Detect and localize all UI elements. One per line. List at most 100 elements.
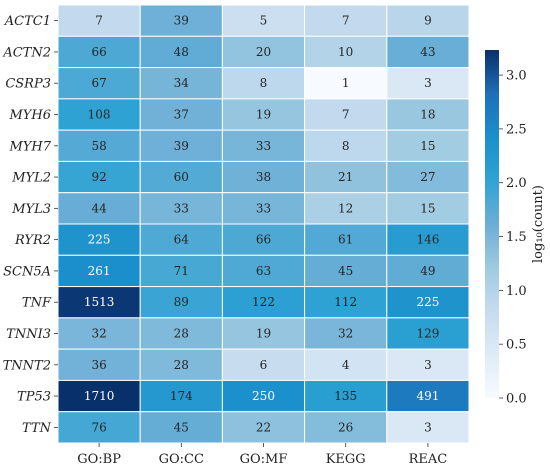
column-label: GO:BP <box>77 452 121 467</box>
heatmap-cell <box>386 35 470 69</box>
cell-value-label: 45 <box>174 420 189 434</box>
heatmap-cell <box>304 286 388 319</box>
column-label: GO:MF <box>240 452 288 467</box>
cell-value-label: 39 <box>174 139 189 153</box>
row-label: MYL2 <box>11 171 51 186</box>
heatmap-cell <box>386 223 470 256</box>
colorbar-tick-label: 2.5 <box>506 122 527 137</box>
cell-value-label: 49 <box>420 264 435 278</box>
cell-value-label: 28 <box>174 327 189 341</box>
row-label: MYH6 <box>8 108 51 123</box>
heatmap-cell <box>57 286 141 319</box>
cell-value-label: 7 <box>342 14 350 28</box>
cell-value-label: 129 <box>416 327 439 341</box>
heatmap-cell <box>57 4 141 37</box>
cell-value-label: 20 <box>256 45 271 59</box>
cell-value-label: 32 <box>91 327 106 341</box>
cell-value-label: 5 <box>260 14 268 28</box>
cell-value-label: 43 <box>420 45 435 59</box>
cell-value-label: 18 <box>420 108 435 122</box>
heatmap-cell <box>304 348 388 381</box>
cell-value-label: 44 <box>91 201 107 215</box>
cell-value-label: 12 <box>338 201 353 215</box>
row-label: TNNI3 <box>6 327 51 342</box>
cell-value-label: 33 <box>256 139 271 153</box>
cell-value-label: 27 <box>420 170 435 184</box>
cell-value-label: 225 <box>88 233 111 247</box>
cell-value-label: 58 <box>91 139 106 153</box>
heatmap-cell <box>139 286 223 319</box>
cell-value-label: 33 <box>256 201 271 215</box>
cell-value-label: 66 <box>91 45 106 59</box>
cell-value-label: 108 <box>88 108 111 122</box>
heatmap-cell <box>221 254 306 288</box>
cell-value-label: 76 <box>91 420 106 434</box>
cell-value-label: 67 <box>91 76 106 90</box>
cell-value-label: 15 <box>420 139 435 153</box>
heatmap-cell <box>57 223 141 256</box>
row-labels: ACTC1 ACTN2 CSRP3 MYH6 MYH7 MYL2 MYL3 RYR2 SCN5A… <box>2 14 58 436</box>
heatmap-cell <box>139 129 223 162</box>
cell-value-label: 37 <box>174 108 189 122</box>
cell-value-label: 61 <box>338 233 353 247</box>
cell-value-label: 26 <box>338 420 353 434</box>
cell-value-label: 36 <box>91 358 106 372</box>
cell-value-label: 21 <box>338 170 353 184</box>
heatmap-cell <box>221 160 306 194</box>
cell-value-label: 19 <box>256 108 271 122</box>
heatmap-cell <box>57 129 141 162</box>
cell-value-label: 7 <box>95 14 103 28</box>
heatmap-cell <box>57 411 141 444</box>
heatmap-cell <box>304 223 388 256</box>
row-label: MYH7 <box>8 139 51 154</box>
cell-value-label: 225 <box>416 295 439 309</box>
colorbar-tick-label: 0.0 <box>506 392 527 407</box>
cell-value-label: 34 <box>174 76 190 90</box>
heatmap-cell <box>386 379 470 413</box>
cell-value-label: 261 <box>88 264 111 278</box>
row-label: ACTN2 <box>2 45 51 60</box>
row-label: CSRP3 <box>5 77 51 92</box>
cell-value-label: 32 <box>338 327 353 341</box>
cell-value-label: 146 <box>416 233 439 247</box>
cell-value-label: 112 <box>334 295 357 309</box>
cell-value-label: 1 <box>342 76 350 90</box>
row-label: TNNT2 <box>3 358 51 373</box>
cell-value-label: 89 <box>174 295 189 309</box>
cell-value-label: 122 <box>252 295 275 309</box>
cell-value-label: 19 <box>256 327 271 341</box>
cell-value-label: 8 <box>260 76 268 90</box>
heatmap-cell <box>139 411 223 444</box>
heatmap-cell <box>304 379 388 413</box>
cell-value-label: 66 <box>256 233 271 247</box>
heatmap-cell <box>386 98 470 131</box>
heatmap-cell <box>139 223 223 256</box>
column-label: GO:CC <box>159 452 204 467</box>
cell-value-label: 3 <box>424 420 432 434</box>
cell-value-label: 60 <box>174 170 189 184</box>
heatmap-cell <box>139 160 223 194</box>
heatmap-cell <box>221 98 306 131</box>
heatmap-cell <box>139 4 223 37</box>
cell-value-label: 6 <box>260 358 268 372</box>
colorbar: 0.0 0.5 1.0 1.5 2.0 2.5 3.0 <box>485 50 527 407</box>
row-label: MYL3 <box>11 202 51 217</box>
colorbar-tick-label: 1.5 <box>506 230 527 245</box>
heatmap-cell <box>386 160 470 194</box>
colorbar-tick-label: 2.0 <box>506 176 527 191</box>
cell-value-label: 8 <box>342 139 350 153</box>
heatmap-cell <box>57 348 141 381</box>
row-label: TTN <box>22 421 52 436</box>
colorbar-label: log₁₀(count) <box>531 185 546 263</box>
row-label: RYR2 <box>14 233 51 248</box>
heatmap-cell <box>139 254 223 288</box>
cell-value-label: 491 <box>416 389 439 403</box>
heatmap-cell <box>386 411 470 444</box>
colorbar-tick-label: 3.0 <box>506 69 527 84</box>
heatmap-cell <box>304 160 388 194</box>
cell-value-label: 48 <box>174 45 189 59</box>
column-labels: GO:BP GO:CC GO:MF KEGG REAC <box>77 443 447 467</box>
cell-value-label: 92 <box>91 170 106 184</box>
column-label: REAC <box>409 452 448 467</box>
